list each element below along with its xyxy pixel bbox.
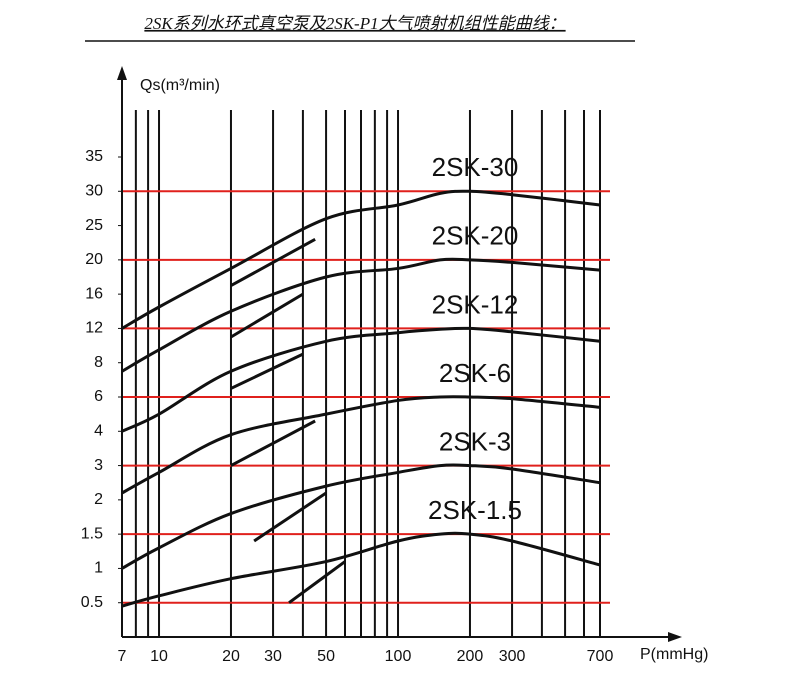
y-tick-label: 8 [94, 354, 103, 371]
x-tick-label: 20 [222, 648, 240, 665]
y-tick-label: 16 [85, 285, 103, 302]
y-tick-label: 6 [94, 388, 103, 405]
y-tick-label: 0.5 [81, 594, 103, 611]
y-axis-label: Qs(m³/min) [140, 77, 220, 94]
series-label: 2SK-3 [439, 426, 511, 456]
x-tick-label: 10 [150, 648, 168, 665]
series-label: 2SK-6 [439, 358, 511, 388]
x-axis-arrow [668, 632, 682, 642]
x-axis-label: P(mmHg) [640, 646, 708, 663]
series-label: 2SK-20 [432, 221, 519, 251]
y-tick-label: 3 [94, 457, 103, 474]
y-tick-label: 20 [85, 251, 103, 268]
x-tick-label: 100 [385, 648, 412, 665]
y-tick-label: 4 [94, 423, 103, 440]
series-line [121, 531, 601, 608]
y-tick-label: 2 [94, 491, 103, 508]
series-line [121, 463, 601, 570]
x-tick-label: 700 [587, 648, 614, 665]
x-tick-label: 300 [499, 648, 526, 665]
x-tick-label: 7 [118, 648, 127, 665]
series-label: 2SK-1.5 [428, 495, 522, 525]
series-line [121, 257, 601, 373]
y-tick-label: 35 [85, 148, 103, 165]
y-tick-label: 25 [85, 217, 103, 234]
jet-line [230, 419, 316, 467]
series-line [121, 189, 601, 330]
y-tick-label: 12 [85, 320, 103, 337]
x-tick-label: 30 [264, 648, 282, 665]
y-tick-label: 1.5 [81, 525, 103, 542]
jet-line [230, 292, 304, 339]
y-axis-arrow [117, 66, 127, 80]
series-line [121, 326, 601, 433]
y-tick-label: 1 [94, 560, 103, 577]
jet-line [253, 491, 327, 543]
x-tick-label: 200 [457, 648, 484, 665]
chart-title: 2SK系列水环式真空泵及2SK-P1大气喷射机组性能曲线： [144, 14, 565, 33]
jet-line [288, 560, 346, 604]
series-line [121, 395, 601, 495]
series-label: 2SK-30 [432, 152, 519, 182]
x-tick-label: 50 [317, 648, 335, 665]
series-label: 2SK-12 [432, 289, 519, 319]
y-tick-label: 30 [85, 183, 103, 200]
jet-line [230, 237, 316, 287]
jet-line [230, 352, 304, 390]
